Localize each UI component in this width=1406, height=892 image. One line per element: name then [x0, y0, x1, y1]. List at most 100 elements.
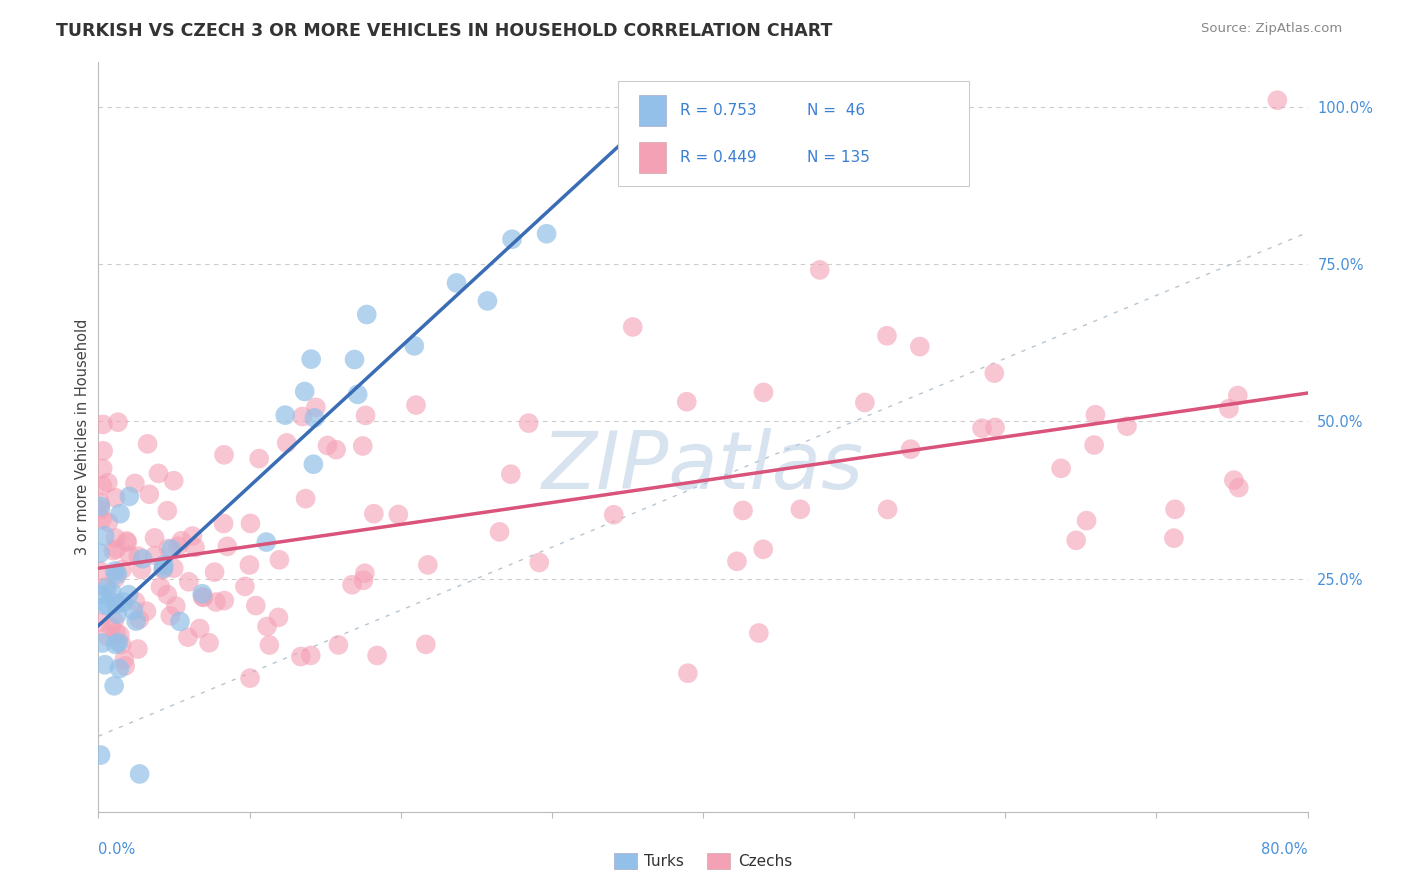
Point: [114, 659, 136, 673]
Point: [167, 539, 190, 553]
Point: [446, 276, 468, 290]
Point: [97, 516, 120, 530]
Point: [676, 666, 699, 681]
Point: [748, 626, 770, 640]
Point: [177, 630, 200, 644]
Point: [163, 561, 186, 575]
Point: [290, 649, 312, 664]
Point: [105, 567, 128, 582]
Point: [188, 622, 211, 636]
Point: [105, 541, 128, 556]
Text: 0.0%: 0.0%: [98, 842, 135, 857]
Point: [97, 598, 120, 612]
Point: [157, 541, 180, 556]
Point: [621, 320, 644, 334]
Point: [165, 599, 187, 613]
Point: [233, 579, 256, 593]
Point: [117, 535, 139, 549]
Point: [108, 662, 131, 676]
Point: [89, 495, 111, 509]
Point: [118, 489, 141, 503]
Point: [983, 366, 1005, 380]
Point: [1083, 438, 1105, 452]
Point: [752, 542, 775, 557]
Point: [122, 603, 145, 617]
Point: [93, 529, 115, 543]
FancyBboxPatch shape: [619, 81, 969, 186]
Point: [131, 562, 153, 576]
Point: [789, 502, 811, 516]
Point: [1076, 514, 1098, 528]
Point: [104, 531, 127, 545]
Point: [170, 533, 193, 548]
Point: [103, 543, 125, 558]
Point: [89, 500, 111, 514]
Point: [214, 593, 236, 607]
Point: [1064, 533, 1087, 548]
Point: [299, 648, 322, 663]
Point: [404, 339, 426, 353]
Point: [204, 565, 226, 579]
Point: [366, 648, 388, 663]
Point: [198, 636, 221, 650]
Point: [1050, 461, 1073, 475]
Point: [104, 571, 127, 585]
Text: R = 0.753: R = 0.753: [681, 103, 756, 118]
Point: [159, 608, 181, 623]
Point: [124, 476, 146, 491]
Point: [143, 549, 166, 563]
Point: [731, 503, 754, 517]
Point: [135, 604, 157, 618]
Bar: [638, 95, 665, 126]
Point: [112, 652, 135, 666]
Point: [752, 385, 775, 400]
Text: N = 135: N = 135: [807, 150, 870, 165]
Point: [212, 516, 235, 531]
Point: [105, 607, 128, 621]
Point: [124, 594, 146, 608]
Point: [205, 595, 228, 609]
Point: [254, 535, 277, 549]
Point: [1223, 473, 1246, 487]
Point: [274, 408, 297, 422]
Point: [238, 558, 260, 572]
Text: Source: ZipAtlas.com: Source: ZipAtlas.com: [1202, 22, 1343, 36]
Text: R = 0.449: R = 0.449: [681, 150, 756, 165]
Point: [152, 561, 174, 575]
Point: [247, 451, 270, 466]
Point: [1084, 408, 1107, 422]
Point: [181, 529, 204, 543]
Point: [160, 542, 183, 557]
Point: [1226, 388, 1249, 402]
Point: [1218, 401, 1240, 416]
Point: [387, 508, 409, 522]
Point: [299, 352, 322, 367]
Point: [107, 635, 129, 649]
Point: [100, 620, 122, 634]
Point: [340, 578, 363, 592]
Point: [416, 558, 439, 572]
Point: [488, 524, 510, 539]
Point: [177, 574, 200, 589]
Point: [125, 614, 148, 628]
Point: [105, 625, 128, 640]
Point: [127, 549, 149, 563]
Point: [89, 502, 111, 516]
Text: ZIPatlas: ZIPatlas: [541, 428, 865, 506]
Point: [93, 580, 115, 594]
Point: [302, 457, 325, 471]
Point: [853, 395, 876, 409]
Point: [112, 595, 135, 609]
Point: [245, 599, 267, 613]
Legend: Turks, Czechs: Turks, Czechs: [607, 847, 799, 875]
Point: [104, 564, 127, 578]
Point: [1227, 481, 1250, 495]
Point: [108, 507, 131, 521]
Point: [128, 767, 150, 781]
Point: [96, 581, 118, 595]
Point: [675, 394, 697, 409]
Point: [304, 410, 326, 425]
Point: [908, 340, 931, 354]
Point: [477, 293, 499, 308]
Point: [156, 504, 179, 518]
